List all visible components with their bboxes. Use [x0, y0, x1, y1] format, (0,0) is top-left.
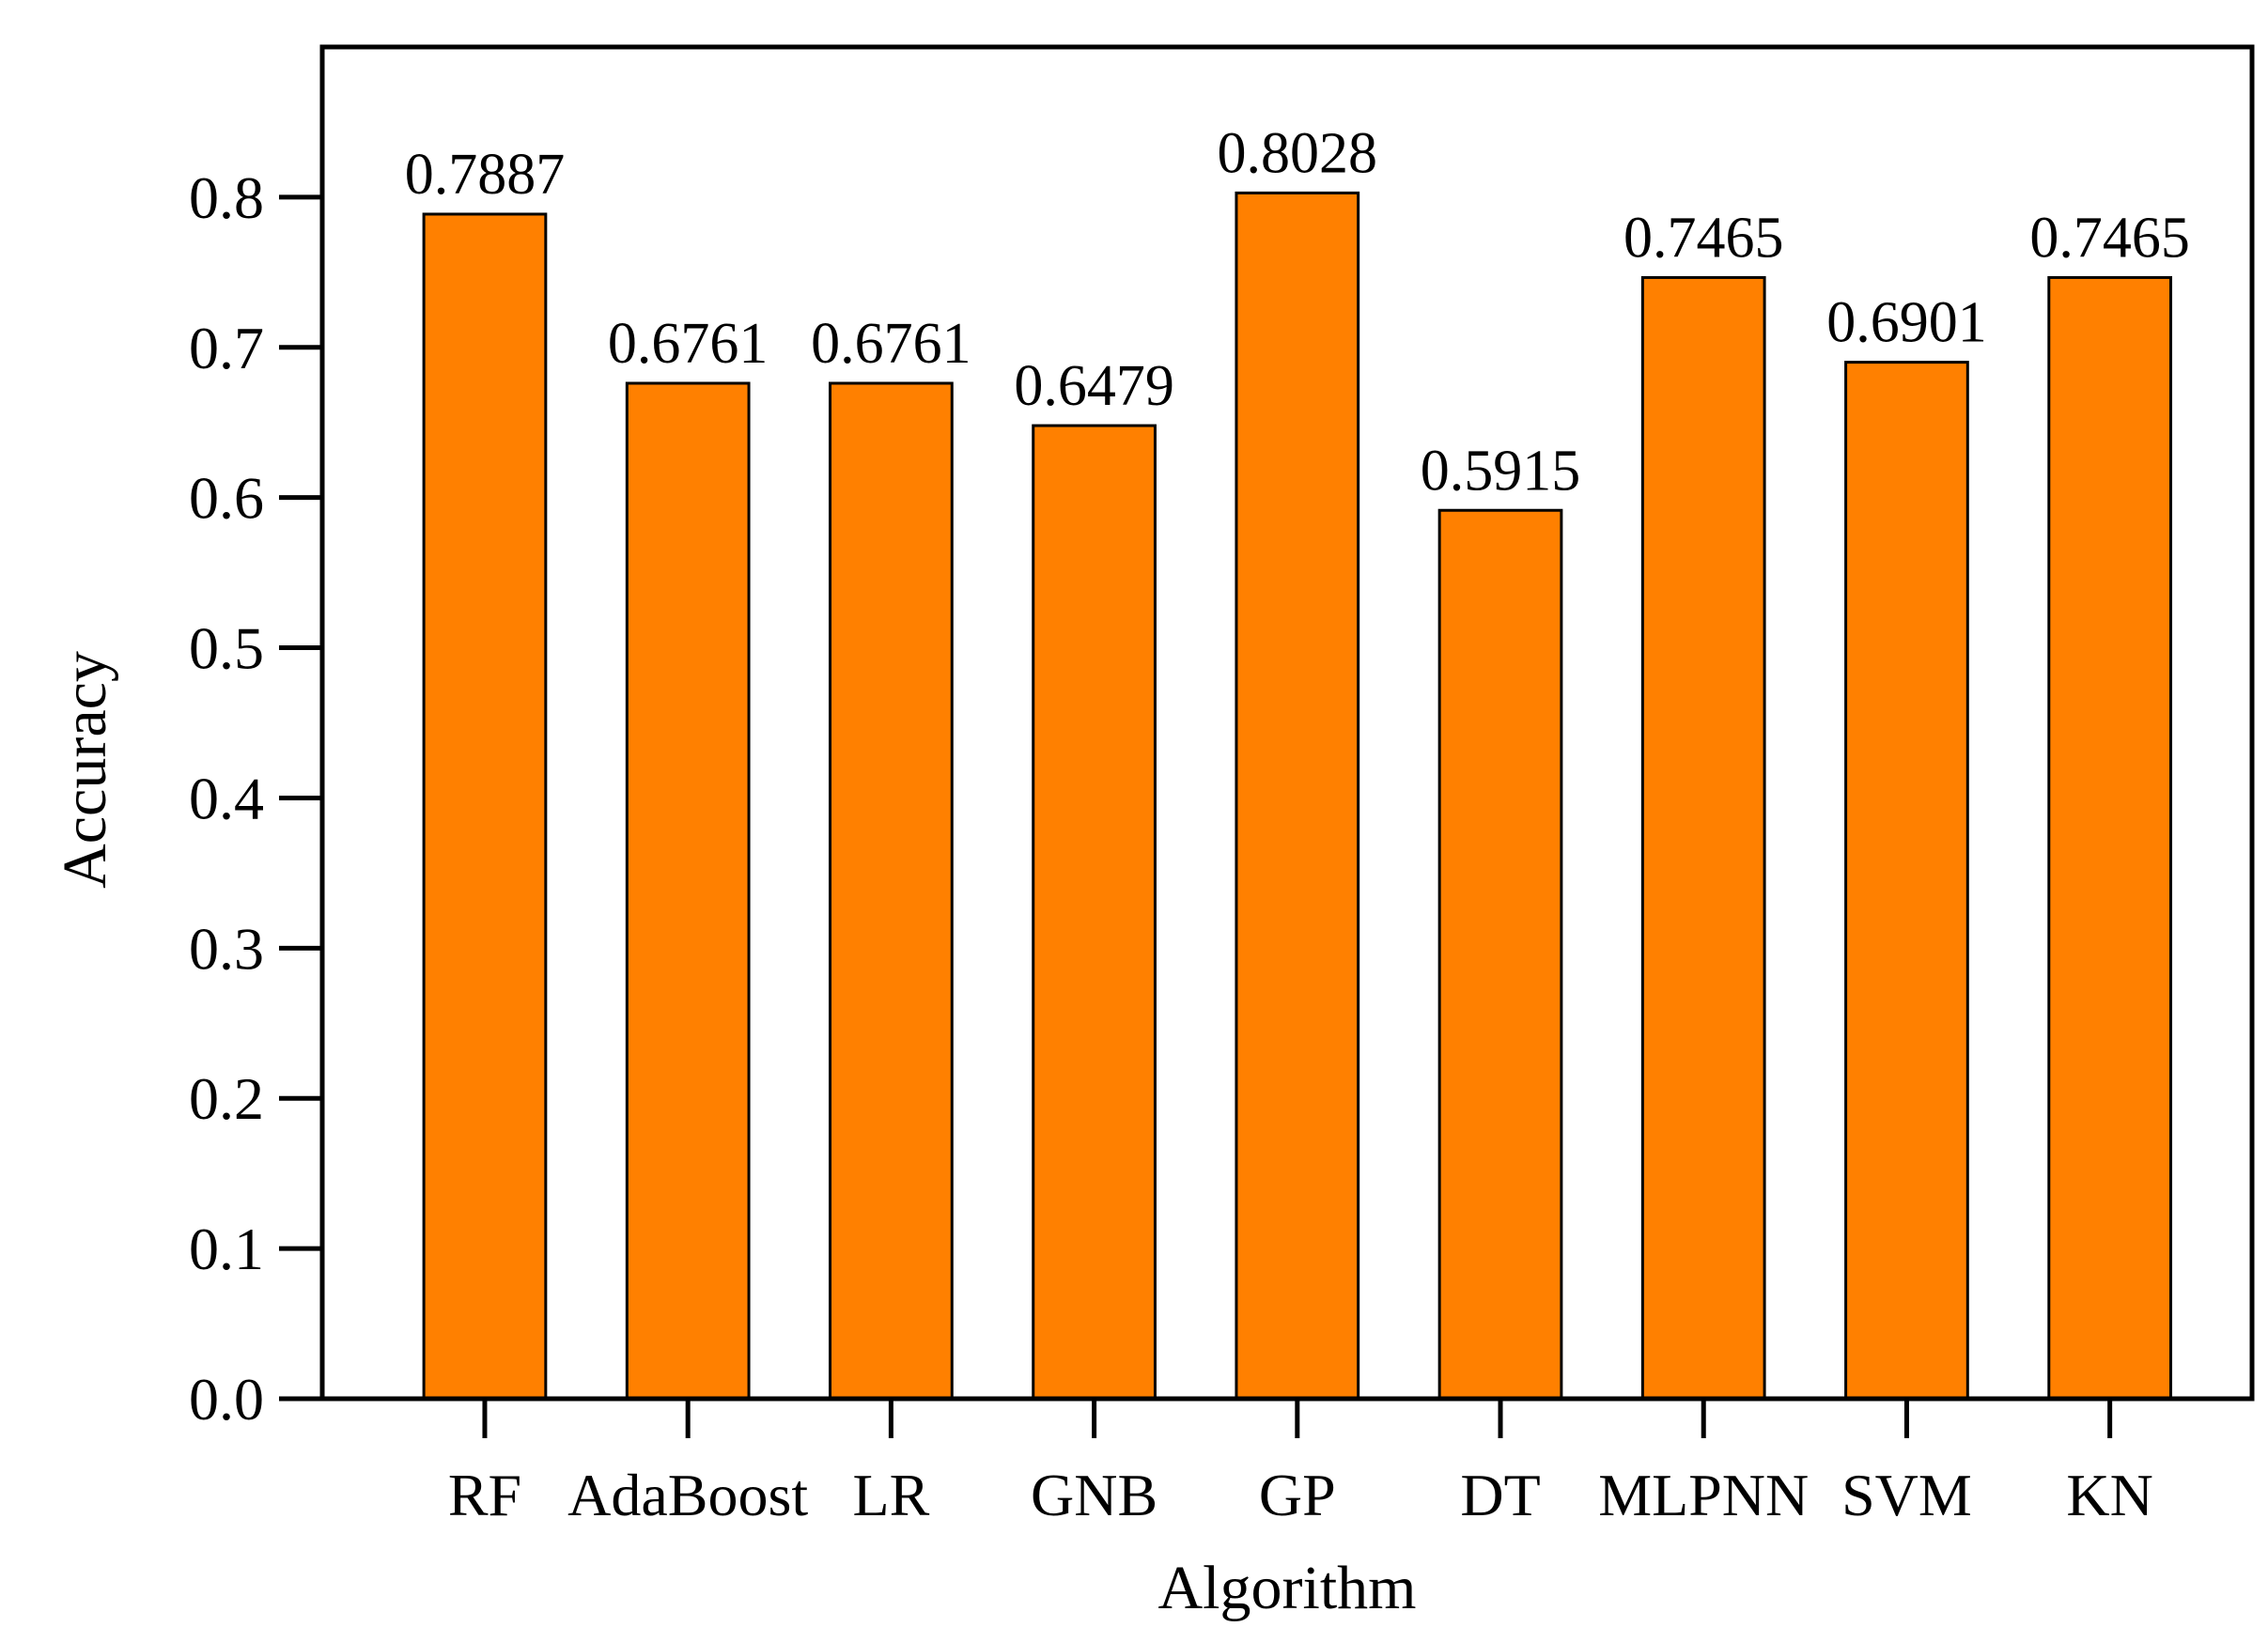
bars-layer [422, 191, 2173, 1401]
x-tick-label-dt: DT [1460, 1462, 1540, 1528]
value-label-rf: 0.7887 [405, 143, 566, 207]
x-tick-label-lr: LR [852, 1462, 929, 1528]
x-tick-label-gp: GP [1259, 1462, 1336, 1528]
bar-lr [829, 381, 954, 1401]
y-tick-label: 0.8 [189, 164, 264, 231]
value-label-kn: 0.7465 [2029, 206, 2190, 270]
y-tick-label: 0.4 [189, 765, 264, 831]
x-tick-label-adaboost: AdaBoost [567, 1462, 808, 1528]
y-axis: 0.0 0.1 0.2 0.3 0.4 0.5 0.6 0.7 0.8 [189, 164, 322, 1433]
y-tick-label: 0.0 [189, 1366, 264, 1433]
x-axis-title: Algorithm [1158, 1554, 1417, 1622]
value-label-gp: 0.8028 [1218, 121, 1378, 185]
value-label-dt: 0.5915 [1421, 439, 1581, 503]
bar-gp [1235, 191, 1360, 1401]
x-tick-label-mlpnn: MLPNN [1598, 1462, 1809, 1528]
value-label-lr: 0.6761 [811, 312, 971, 376]
bar-mlpnn [1640, 275, 1766, 1401]
bar-adaboost [625, 381, 751, 1401]
x-axis: RF AdaBoost LR GNB GP DT MLPNN SVM KN [448, 1399, 2153, 1528]
bar-kn [2047, 275, 2173, 1401]
value-label-mlpnn: 0.7465 [1623, 206, 1784, 270]
x-tick-label-svm: SVM [1841, 1462, 1972, 1528]
x-tick-label-rf: RF [448, 1462, 521, 1528]
plot-frame [319, 44, 2255, 1402]
y-axis-title: Accuracy [51, 651, 119, 889]
y-tick-label: 0.6 [189, 465, 264, 532]
value-label-adaboost: 0.6761 [608, 312, 769, 376]
y-tick-label: 0.7 [189, 315, 264, 381]
bar-gnb [1032, 424, 1157, 1401]
bar-rf [422, 212, 548, 1401]
bar-svm [1844, 361, 1969, 1401]
bar-dt [1437, 508, 1563, 1401]
value-label-gnb: 0.6479 [1014, 354, 1174, 418]
x-tick-label-kn: KN [2066, 1462, 2152, 1528]
x-tick-label-gnb: GNB [1031, 1462, 1157, 1528]
y-tick-label: 0.2 [189, 1065, 264, 1132]
y-tick-label: 0.5 [189, 615, 264, 682]
value-label-svm: 0.6901 [1826, 291, 1987, 355]
y-tick-label: 0.3 [189, 915, 264, 982]
y-tick-label: 0.1 [189, 1216, 264, 1282]
value-labels-layer: 0.7887 0.6761 0.6761 0.6479 0.8028 0.5915 0.74… [405, 121, 2190, 503]
